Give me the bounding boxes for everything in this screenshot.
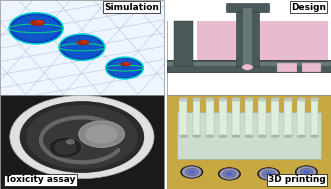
Circle shape xyxy=(63,36,101,59)
Circle shape xyxy=(20,101,144,173)
Ellipse shape xyxy=(310,97,319,101)
Circle shape xyxy=(13,15,59,42)
Ellipse shape xyxy=(284,135,292,137)
Ellipse shape xyxy=(180,135,187,137)
Text: Design: Design xyxy=(291,3,326,12)
FancyBboxPatch shape xyxy=(167,62,331,66)
Ellipse shape xyxy=(284,97,293,101)
FancyBboxPatch shape xyxy=(193,99,200,137)
Circle shape xyxy=(259,168,279,180)
FancyBboxPatch shape xyxy=(298,99,305,137)
Ellipse shape xyxy=(120,62,131,66)
Circle shape xyxy=(106,57,143,79)
FancyBboxPatch shape xyxy=(179,99,187,137)
FancyBboxPatch shape xyxy=(271,99,279,137)
Circle shape xyxy=(297,166,316,178)
Ellipse shape xyxy=(271,97,280,101)
Ellipse shape xyxy=(258,135,266,137)
Ellipse shape xyxy=(219,135,227,137)
Ellipse shape xyxy=(77,40,89,45)
Ellipse shape xyxy=(311,135,318,137)
Ellipse shape xyxy=(179,97,188,101)
Circle shape xyxy=(26,105,138,169)
Circle shape xyxy=(185,168,198,176)
FancyBboxPatch shape xyxy=(0,94,164,189)
Circle shape xyxy=(242,64,253,70)
Text: Toxicity assay: Toxicity assay xyxy=(5,175,75,184)
Ellipse shape xyxy=(81,40,88,43)
FancyBboxPatch shape xyxy=(310,99,318,137)
FancyBboxPatch shape xyxy=(284,99,292,137)
Circle shape xyxy=(257,167,280,180)
FancyBboxPatch shape xyxy=(277,63,297,72)
Circle shape xyxy=(304,170,309,174)
Ellipse shape xyxy=(218,97,227,101)
Ellipse shape xyxy=(49,137,82,158)
Ellipse shape xyxy=(258,97,267,101)
Ellipse shape xyxy=(297,97,306,101)
Circle shape xyxy=(223,170,236,178)
Circle shape xyxy=(300,168,313,176)
FancyBboxPatch shape xyxy=(167,0,331,94)
Circle shape xyxy=(266,172,272,176)
Circle shape xyxy=(109,59,141,77)
Circle shape xyxy=(180,165,203,179)
Ellipse shape xyxy=(123,62,129,65)
FancyBboxPatch shape xyxy=(174,21,193,66)
Ellipse shape xyxy=(232,135,240,137)
Text: Simulation: Simulation xyxy=(104,3,159,12)
FancyBboxPatch shape xyxy=(245,99,253,137)
FancyBboxPatch shape xyxy=(206,99,213,137)
Ellipse shape xyxy=(206,135,214,137)
FancyBboxPatch shape xyxy=(167,94,331,189)
Circle shape xyxy=(79,121,124,147)
FancyBboxPatch shape xyxy=(219,99,227,137)
Ellipse shape xyxy=(271,135,279,137)
Ellipse shape xyxy=(231,97,241,101)
FancyBboxPatch shape xyxy=(243,8,252,66)
Ellipse shape xyxy=(193,135,201,137)
Circle shape xyxy=(226,172,232,176)
Circle shape xyxy=(182,166,202,178)
Circle shape xyxy=(295,165,318,179)
Circle shape xyxy=(262,170,275,178)
Ellipse shape xyxy=(30,20,45,26)
FancyBboxPatch shape xyxy=(167,0,331,21)
Ellipse shape xyxy=(205,97,214,101)
Ellipse shape xyxy=(35,20,43,23)
FancyBboxPatch shape xyxy=(302,63,321,72)
Circle shape xyxy=(219,168,239,180)
Circle shape xyxy=(85,125,118,144)
FancyBboxPatch shape xyxy=(226,3,269,12)
Circle shape xyxy=(218,167,241,180)
Circle shape xyxy=(9,13,63,44)
Circle shape xyxy=(189,170,195,174)
FancyBboxPatch shape xyxy=(236,5,259,66)
Circle shape xyxy=(66,139,74,144)
Ellipse shape xyxy=(54,140,77,155)
FancyBboxPatch shape xyxy=(232,99,240,137)
Ellipse shape xyxy=(192,97,201,101)
FancyBboxPatch shape xyxy=(0,0,164,94)
FancyBboxPatch shape xyxy=(197,2,328,68)
Circle shape xyxy=(59,34,105,60)
Ellipse shape xyxy=(298,135,306,137)
Circle shape xyxy=(10,95,154,179)
FancyBboxPatch shape xyxy=(167,60,331,72)
Text: 3D printing: 3D printing xyxy=(268,175,326,184)
FancyBboxPatch shape xyxy=(177,112,321,159)
FancyBboxPatch shape xyxy=(258,99,266,137)
Ellipse shape xyxy=(245,135,253,137)
Ellipse shape xyxy=(245,97,254,101)
